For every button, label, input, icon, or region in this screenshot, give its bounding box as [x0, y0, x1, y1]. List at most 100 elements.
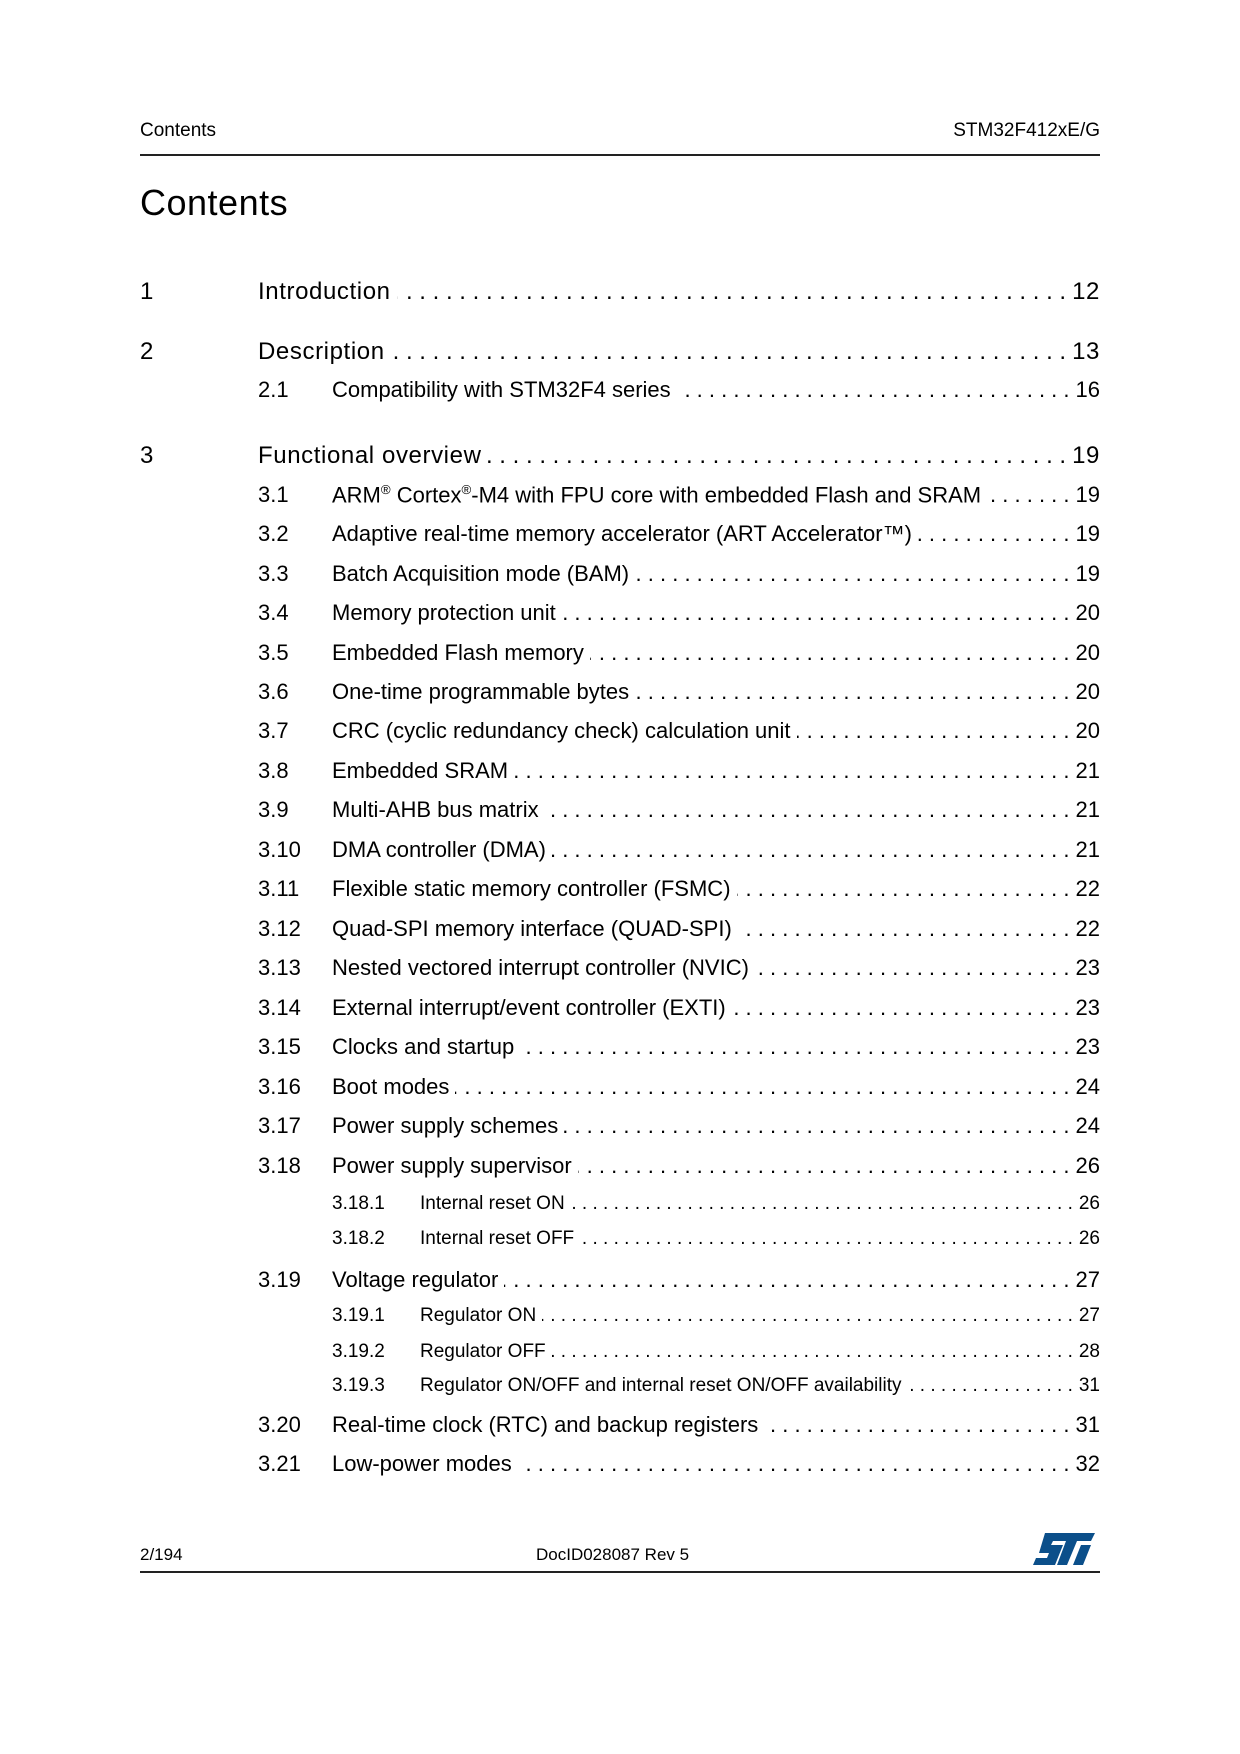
toc-entry-title[interactable]: Power supply supervisor [332, 1153, 572, 1178]
toc-entry-title[interactable]: Clocks and startup [332, 1034, 515, 1059]
toc-entry[interactable]: 3.20 Real-time clock (RTC) and backup reg… [140, 1412, 1100, 1438]
toc-entry-page[interactable]: 22 [1075, 876, 1100, 901]
toc-entry-page[interactable]: 26 [1078, 1193, 1100, 1214]
toc-entry-page[interactable]: 19 [1075, 482, 1100, 508]
toc-entry-number: 3.20 [258, 1412, 301, 1437]
toc-entry-title[interactable]: Nested vectored interrupt controller (NV… [332, 955, 749, 980]
toc-entry-page[interactable]: 21 [1075, 797, 1100, 822]
toc-entry-title[interactable]: CRC (cyclic redundancy check) calculatio… [332, 718, 791, 743]
toc-entry-title[interactable]: Regulator ON/OFF and internal reset ON/O… [420, 1375, 902, 1396]
toc-entry-page[interactable]: 19 [1075, 561, 1100, 586]
toc-entry[interactable]: 3.13 Nested vectored interrupt controller… [140, 955, 1100, 981]
toc-entry[interactable]: 3.6 One-time programmable bytes . . . . .… [140, 679, 1100, 705]
toc-entry-title[interactable]: Introduction [258, 278, 391, 305]
toc-entry[interactable]: 3.18.1 Internal reset ON . . . . . . . . … [140, 1193, 1100, 1215]
toc-entry-title[interactable]: DMA controller (DMA) [332, 837, 546, 862]
toc-entry-title[interactable]: Internal reset ON [420, 1193, 565, 1214]
toc-entry-title[interactable]: Voltage regulator [332, 1267, 499, 1292]
toc-entry[interactable]: 3.10 DMA controller (DMA) . . . . . . . .… [140, 837, 1100, 863]
toc-entry-number: 3.13 [258, 955, 301, 980]
toc-entry-number: 3.18 [258, 1153, 301, 1178]
header-rule [140, 154, 1100, 156]
toc-entry[interactable]: 2.1 Compatibility with STM32F4 series . .… [140, 377, 1100, 403]
dot-leader: . . . . . . . . . . . . . . . . . . . . … [545, 797, 1070, 822]
toc-entry-title[interactable]: Functional overview [258, 442, 482, 469]
toc-entry[interactable]: 3.11 Flexible static memory controller (F… [140, 876, 1100, 902]
toc-entry-page[interactable]: 22 [1075, 916, 1100, 941]
dot-leader: . . . . . . . . . . . . . . . . . . . . … [520, 1034, 1070, 1059]
toc-entry-title[interactable]: Low-power modes [332, 1451, 512, 1476]
toc-entry-number: 3.19 [258, 1267, 301, 1292]
running-header-doc: STM32F412xE/G [953, 120, 1100, 141]
toc-entry-page[interactable]: 32 [1075, 1451, 1100, 1476]
toc-entry-page[interactable]: 26 [1078, 1228, 1100, 1249]
toc-entry-page[interactable]: 12 [1072, 278, 1100, 305]
toc-entry-title[interactable]: Regulator OFF [420, 1341, 546, 1362]
toc-entry[interactable]: 3 Functional overview . . . . . . . . . .… [140, 442, 1100, 470]
toc-entry[interactable]: 3.2 Adaptive real-time memory accelerator… [140, 521, 1100, 547]
dot-leader: . . . . . . . . . . . . . . . . . . . . … [580, 1228, 1073, 1249]
toc-entry-title[interactable]: External interrupt/event controller (EXT… [332, 995, 726, 1020]
toc-entry-title[interactable]: Multi-AHB bus matrix [332, 797, 539, 822]
toc-entry-title[interactable]: Embedded SRAM [332, 758, 509, 783]
toc-entry-page[interactable]: 19 [1075, 521, 1100, 546]
toc-entry[interactable]: 3.9 Multi-AHB bus matrix . . . . . . . . … [140, 797, 1100, 823]
toc-entry[interactable]: 3.19.3 Regulator ON/OFF and internal rese… [140, 1375, 1100, 1397]
toc-entry[interactable]: 1 Introduction . . . . . . . . . . . . . … [140, 278, 1100, 306]
toc-entry-title[interactable]: Compatibility with STM32F4 series [332, 377, 671, 402]
toc-entry-title[interactable]: Internal reset OFF [420, 1228, 575, 1249]
toc-entry-page[interactable]: 16 [1075, 377, 1100, 402]
toc-entry[interactable]: 3.4 Memory protection unit . . . . . . . … [140, 600, 1100, 626]
toc-entry[interactable]: 3.8 Embedded SRAM . . . . . . . . . . . .… [140, 758, 1100, 784]
toc-entry[interactable]: 3.17 Power supply schemes . . . . . . . .… [140, 1113, 1100, 1139]
toc-entry-title[interactable]: Real-time clock (RTC) and backup registe… [332, 1412, 759, 1437]
toc-entry-title[interactable]: Regulator ON [420, 1305, 537, 1326]
toc-entry-title[interactable]: Flexible static memory controller (FSMC) [332, 876, 731, 901]
toc-entry-title[interactable]: Quad-SPI memory interface (QUAD-SPI) [332, 916, 732, 941]
toc-entry-page[interactable]: 24 [1075, 1113, 1100, 1138]
toc-entry[interactable]: 3.15 Clocks and startup . . . . . . . . .… [140, 1034, 1100, 1060]
toc-entry[interactable]: 3.12 Quad-SPI memory interface (QUAD-SPI)… [140, 916, 1100, 942]
toc-entry[interactable]: 3.5 Embedded Flash memory . . . . . . . .… [140, 640, 1100, 666]
toc-entry-page[interactable]: 20 [1075, 600, 1100, 625]
toc-entry-page[interactable]: 31 [1075, 1412, 1100, 1437]
toc-entry-page[interactable]: 24 [1075, 1074, 1100, 1099]
toc-entry[interactable]: 3.19 Voltage regulator . . . . . . . . . … [140, 1267, 1100, 1293]
toc-entry[interactable]: 3.1 ARM® Cortex®-M4 with FPU core with em… [140, 482, 1100, 508]
toc-entry-number: 3.21 [258, 1451, 301, 1476]
toc-entry-page[interactable]: 27 [1078, 1305, 1100, 1326]
toc-entry-title[interactable]: Adaptive real-time memory accelerator (A… [332, 521, 912, 546]
toc-entry-title[interactable]: Memory protection unit [332, 600, 556, 625]
toc-entry-title[interactable]: Boot modes [332, 1074, 450, 1099]
toc-entry-page[interactable]: 13 [1072, 338, 1100, 365]
toc-entry[interactable]: 3.3 Batch Acquisition mode (BAM) . . . . … [140, 561, 1100, 587]
toc-entry-title[interactable]: Batch Acquisition mode (BAM) [332, 561, 630, 586]
toc-entry-page[interactable]: 21 [1075, 837, 1100, 862]
toc-entry-page[interactable]: 20 [1075, 718, 1100, 743]
toc-entry-page[interactable]: 20 [1075, 679, 1100, 704]
toc-entry-title[interactable]: Power supply schemes [332, 1113, 559, 1138]
toc-entry[interactable]: 3.18 Power supply supervisor . . . . . . … [140, 1153, 1100, 1179]
toc-entry-page[interactable]: 19 [1072, 442, 1100, 469]
toc-entry-page[interactable]: 31 [1078, 1375, 1100, 1396]
toc-entry-page[interactable]: 20 [1075, 640, 1100, 665]
toc-entry[interactable]: 2 Description . . . . . . . . . . . . . .… [140, 338, 1100, 366]
toc-entry-title[interactable]: Embedded Flash memory [332, 640, 584, 665]
toc-entry[interactable]: 3.7 CRC (cyclic redundancy check) calcula… [140, 718, 1100, 744]
toc-entry-title[interactable]: One-time programmable bytes [332, 679, 630, 704]
toc-entry[interactable]: 3.16 Boot modes . . . . . . . . . . . . .… [140, 1074, 1100, 1100]
toc-entry-page[interactable]: 23 [1075, 995, 1100, 1020]
toc-entry-page[interactable]: 28 [1078, 1341, 1100, 1362]
toc-entry[interactable]: 3.14 External interrupt/event controller … [140, 995, 1100, 1021]
toc-entry-page[interactable]: 23 [1075, 955, 1100, 980]
toc-entry[interactable]: 3.21 Low-power modes . . . . . . . . . . … [140, 1451, 1100, 1477]
toc-entry-page[interactable]: 26 [1075, 1153, 1100, 1178]
toc-entry[interactable]: 3.19.1 Regulator ON . . . . . . . . . . .… [140, 1305, 1100, 1327]
toc-entry-page[interactable]: 23 [1075, 1034, 1100, 1059]
toc-entry-page[interactable]: 27 [1075, 1267, 1100, 1292]
toc-entry-title[interactable]: Description [258, 338, 385, 365]
toc-entry-page[interactable]: 21 [1075, 758, 1100, 783]
toc-entry[interactable]: 3.18.2 Internal reset OFF . . . . . . . .… [140, 1228, 1100, 1250]
toc-entry-title[interactable]: ARM® Cortex®-M4 with FPU core with embed… [332, 482, 982, 508]
toc-entry[interactable]: 3.19.2 Regulator OFF . . . . . . . . . . … [140, 1341, 1100, 1363]
